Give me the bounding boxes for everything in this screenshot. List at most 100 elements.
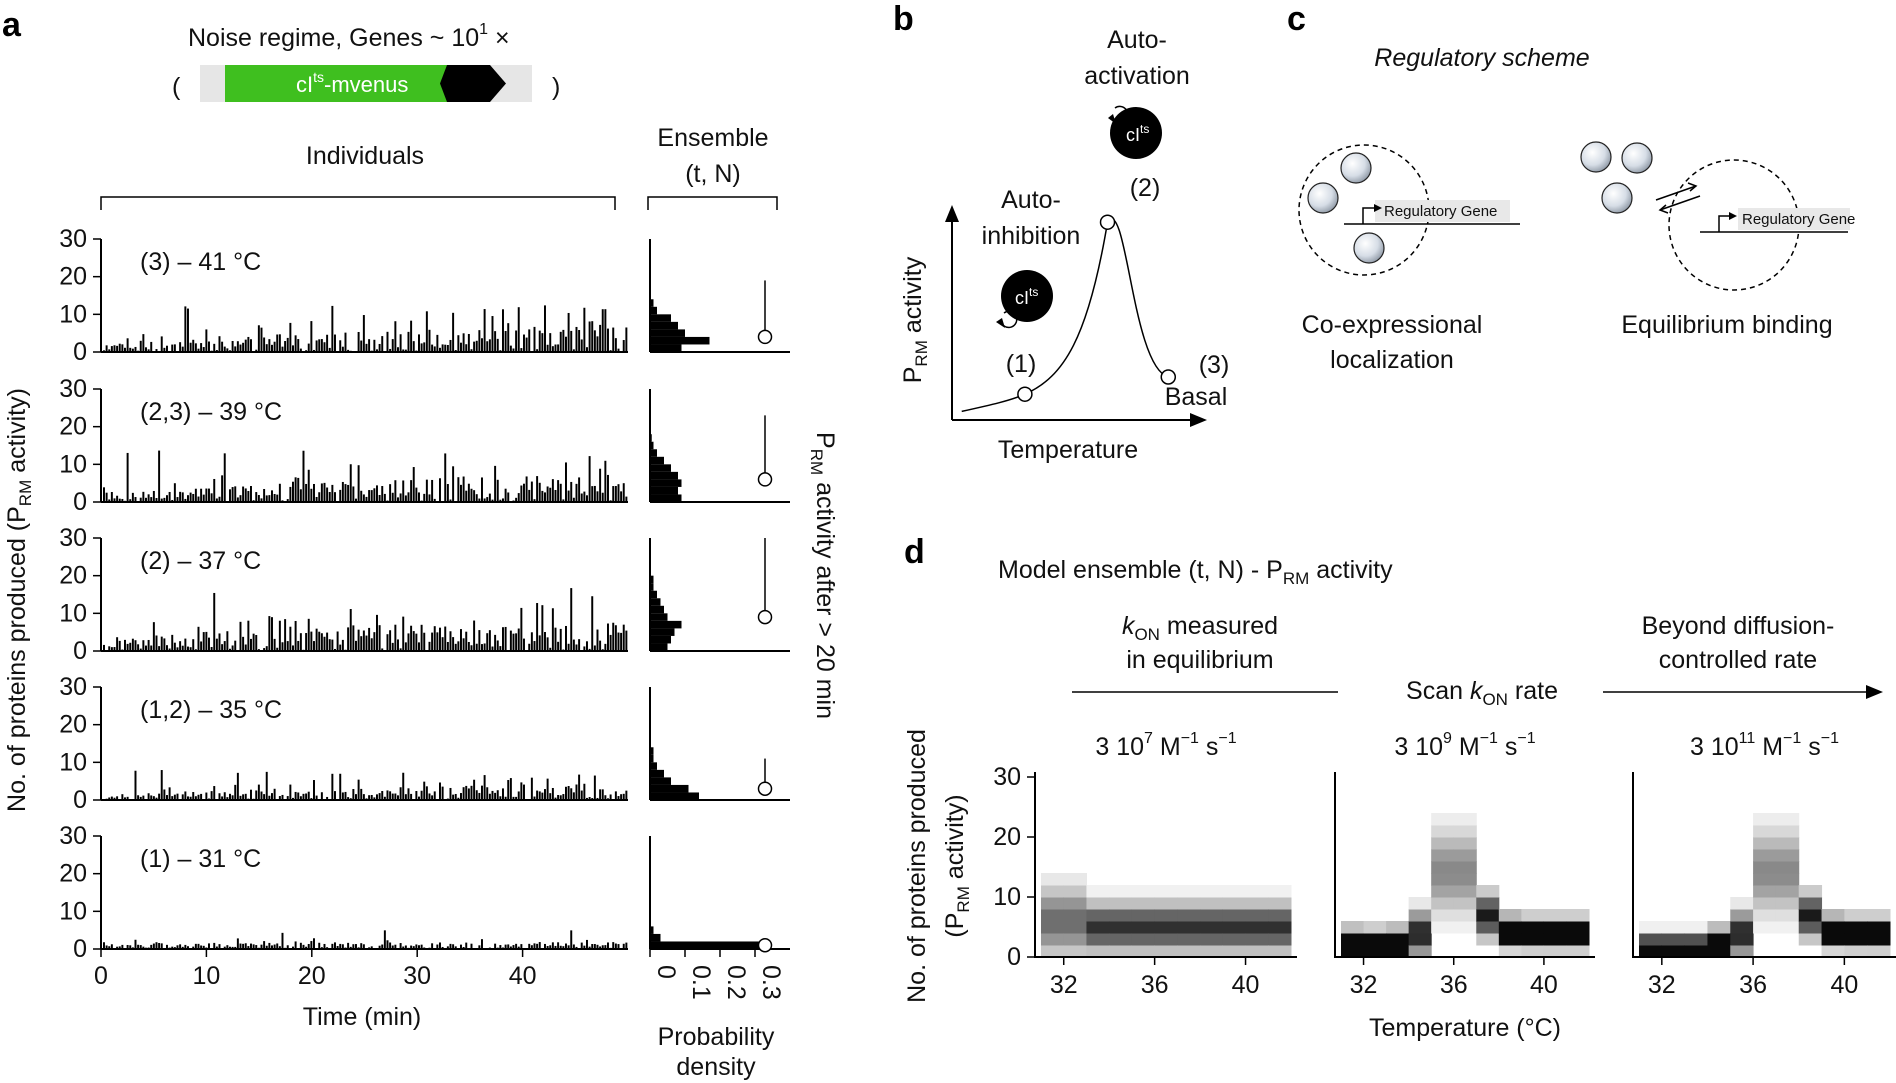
trace-bar — [344, 947, 347, 949]
trace-bar — [218, 336, 221, 352]
trace-bar — [268, 339, 271, 352]
trace-bar — [297, 640, 300, 651]
heatmap-cell — [1453, 885, 1477, 898]
heatmap-cell — [1476, 885, 1500, 898]
hist-bar — [650, 336, 710, 345]
trace-bar — [391, 642, 394, 651]
trace-bar — [108, 797, 111, 800]
trace-bar — [347, 627, 350, 651]
trace-bar — [517, 628, 520, 651]
trace-bar — [160, 636, 163, 651]
trace-bar — [478, 945, 481, 949]
trace-bar — [234, 486, 237, 502]
heatmap-cell — [1521, 921, 1545, 934]
trace-bar — [402, 349, 405, 352]
trace-bar — [166, 345, 168, 352]
trace-bar — [423, 632, 426, 651]
b-points — [1017, 214, 1177, 402]
trace-bar — [116, 495, 119, 502]
trace-bar — [449, 943, 452, 949]
trace-bar — [404, 349, 407, 352]
trace-bar — [197, 496, 200, 502]
trace-bar — [415, 487, 418, 502]
trace-bar — [155, 349, 158, 352]
trace-bar — [323, 943, 326, 949]
trace-bar — [591, 596, 594, 651]
trace-bar — [105, 492, 108, 502]
heatmap-xtick-label: 36 — [1440, 971, 1468, 999]
trace-bar — [137, 944, 140, 949]
trace-bar — [339, 340, 342, 352]
trace-bar — [431, 632, 434, 651]
trace-bar — [221, 341, 224, 352]
trace-bar — [549, 945, 552, 949]
trace-bar — [231, 795, 234, 800]
trace-bar — [376, 485, 378, 502]
trace-bar — [423, 947, 426, 949]
heatmap-cell — [1543, 909, 1567, 922]
trace-bar — [622, 340, 625, 352]
trace-bar — [250, 486, 252, 502]
trace-bar — [121, 649, 124, 651]
trace-bar — [520, 607, 523, 651]
trace-bar — [250, 943, 252, 949]
trace-bar — [565, 943, 567, 949]
panel-letter-d: d — [904, 533, 925, 571]
heatmap-panel: 32 36 403 109 M−1 s−1 — [1334, 730, 1595, 999]
trace-bar — [129, 945, 132, 949]
trace-bar — [255, 492, 258, 502]
time-axis-label: Time (min) — [303, 1003, 422, 1031]
trace-bar — [226, 945, 229, 949]
heatmap-cell — [1341, 921, 1365, 934]
trace-bar — [399, 787, 402, 800]
trace-bar — [533, 499, 536, 502]
heatmap-rate-part: −1 — [1480, 730, 1498, 747]
heatmap-rate-part: 9 — [1443, 730, 1452, 747]
heatmap-cell — [1041, 873, 1065, 886]
paren-open: ( — [172, 73, 181, 101]
c-right-protein-1-icon — [1580, 141, 1612, 173]
trace-bar — [145, 947, 147, 949]
trace-bar — [360, 943, 363, 949]
trace-bar — [446, 798, 449, 800]
auto-inhibition-label-1: Auto- — [1001, 186, 1061, 214]
trace-bar — [557, 795, 560, 800]
hist-axis: 0 0.1 0.2 0.3 — [649, 949, 785, 1000]
trace-bar — [239, 943, 242, 949]
trace-bar — [142, 640, 145, 651]
time-tick-label: 10 — [192, 962, 220, 990]
trace-bar — [536, 349, 539, 352]
trace-bar — [418, 492, 420, 502]
trace-bar — [386, 500, 389, 502]
trace-bar — [415, 350, 418, 352]
heatmap-cell — [1086, 909, 1110, 922]
trace-bar — [562, 329, 565, 352]
trace-bar — [223, 346, 226, 352]
panel-letter-a: a — [2, 6, 22, 44]
trace-bar — [294, 941, 297, 949]
trace-bar — [523, 784, 525, 800]
trace-bar — [210, 791, 213, 800]
trace-bar — [481, 477, 483, 502]
trace-bar — [567, 312, 570, 352]
trace-bar — [462, 638, 465, 651]
trace-bar — [562, 499, 565, 502]
trace-bar — [544, 632, 546, 651]
trace-bar — [260, 327, 263, 352]
trace-bar — [376, 794, 378, 800]
trace-panels: 0 10 20 30 (3) – 41 °C 0 10 20 30 (2,3) – 39 °C 0 1… — [59, 225, 628, 963]
trace-bar — [536, 603, 539, 651]
trace-bar — [386, 790, 389, 800]
heatmap-cell — [1753, 909, 1777, 922]
trace-bar — [441, 786, 444, 800]
trace-bar — [189, 342, 192, 352]
trace-bar — [271, 344, 273, 352]
heatmap-cell — [1063, 921, 1087, 934]
trace-bar — [355, 944, 357, 949]
c-left-promoter-icon — [1362, 207, 1378, 224]
heatmap-cell — [1498, 921, 1522, 934]
trace-bar — [189, 647, 192, 651]
heatmap-cell — [1476, 897, 1500, 910]
trace-bar — [425, 311, 428, 352]
heatmap-cell — [1086, 945, 1110, 958]
